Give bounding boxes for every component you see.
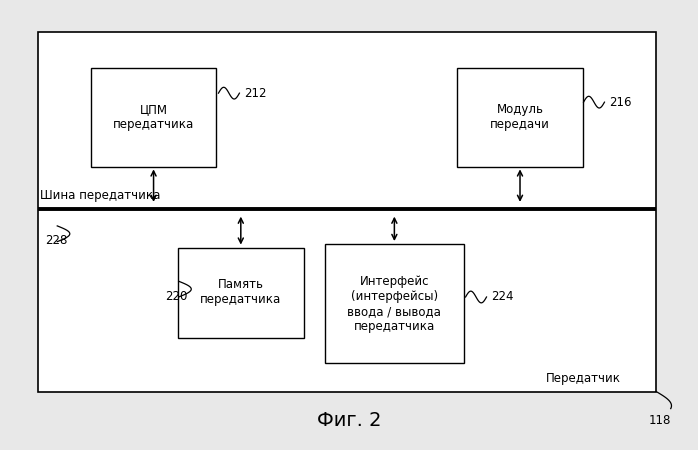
FancyBboxPatch shape <box>178 248 304 338</box>
Text: Модуль
передачи: Модуль передачи <box>490 103 550 131</box>
Text: 118: 118 <box>648 414 671 427</box>
FancyBboxPatch shape <box>38 32 656 392</box>
Text: 212: 212 <box>244 87 267 99</box>
Text: 228: 228 <box>45 234 68 247</box>
Text: 224: 224 <box>491 291 513 303</box>
FancyBboxPatch shape <box>91 68 216 166</box>
Text: Память
передатчика: Память передатчика <box>200 279 281 306</box>
Text: Интерфейс
(интерфейсы)
ввода / вывода
передатчика: Интерфейс (интерфейсы) ввода / вывода пе… <box>348 275 441 333</box>
Text: 220: 220 <box>165 290 187 302</box>
FancyBboxPatch shape <box>457 68 583 166</box>
Text: Шина передатчика: Шина передатчика <box>40 189 161 202</box>
Text: 216: 216 <box>609 96 632 108</box>
FancyBboxPatch shape <box>325 244 464 364</box>
Text: ЦПМ
передатчика: ЦПМ передатчика <box>113 103 194 131</box>
Text: Передатчик: Передатчик <box>547 373 621 385</box>
Text: Фиг. 2: Фиг. 2 <box>317 411 381 430</box>
